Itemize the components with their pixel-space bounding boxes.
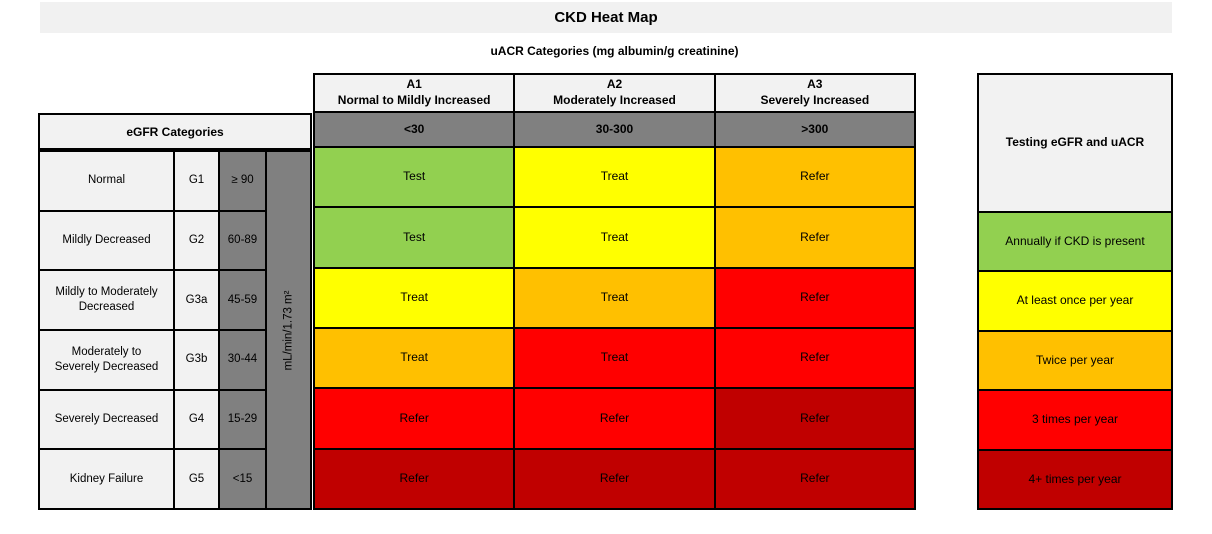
testing-frequency-row-3: Twice per year bbox=[979, 331, 1171, 390]
uacr-range-a1: <30 bbox=[315, 113, 514, 146]
uacr-col-label: Moderately Increased bbox=[553, 93, 676, 107]
egfr-row-code-g3b: G3b bbox=[175, 331, 218, 389]
egfr-row-range-g3a: 45-59 bbox=[220, 271, 265, 329]
egfr-row-label-g4: Severely Decreased bbox=[40, 390, 173, 449]
uacr-range-a2: 30-300 bbox=[515, 113, 714, 146]
grid-cell-g3b-a3: Refer bbox=[715, 328, 914, 388]
egfr-row-range-g3b: 30-44 bbox=[220, 331, 265, 389]
grid-cell-g1-a3: Refer bbox=[715, 148, 914, 207]
page-title: CKD Heat Map bbox=[554, 9, 658, 26]
grid-cell-g3a-a2: Treat bbox=[515, 268, 714, 327]
grid-cell-g3a-a3: Refer bbox=[715, 268, 914, 327]
grid-cell-g2-a2: Treat bbox=[515, 208, 714, 267]
egfr-row-code-g2: G2 bbox=[175, 211, 218, 270]
grid-cell-g5-a2: Refer bbox=[515, 449, 714, 508]
egfr-row-range-g4: 15-29 bbox=[220, 390, 265, 449]
uacr-col-code: A2 bbox=[606, 77, 623, 92]
uacr-axis-title: uACR Categories (mg albumin/g creatinine… bbox=[490, 44, 739, 58]
grid-cell-g4-a2: Refer bbox=[515, 389, 714, 448]
uacr-col-code: A1 bbox=[406, 77, 422, 92]
grid-cell-g3b-a2: Treat bbox=[515, 328, 714, 388]
grid-cell-g5-a1: Refer bbox=[315, 449, 514, 508]
egfr-row-label-g1: Normal bbox=[40, 152, 173, 210]
uacr-col-label: Severely Increased bbox=[760, 93, 870, 107]
egfr-row-range-g2: 60-89 bbox=[220, 211, 265, 270]
testing-frequency-row-1: Annually if CKD is present bbox=[979, 213, 1171, 271]
grid-cell-g5-a3: Refer bbox=[715, 449, 914, 508]
egfr-row-code-g1: G1 bbox=[175, 152, 218, 210]
egfr-row-label-g2: Mildly Decreased bbox=[40, 211, 173, 270]
egfr-rows-table: mL/min/1.73 m² Normal G1 ≥ 90 Mildly Decreas… bbox=[38, 150, 312, 510]
page-title-bar: CKD Heat Map bbox=[40, 2, 1172, 33]
egfr-row-code-g3a: G3a bbox=[175, 271, 218, 329]
egfr-unit-cell: mL/min/1.73 m² bbox=[267, 152, 310, 508]
main-grid: A1 Normal to Mildly Increased A2 Moderately… bbox=[313, 73, 916, 510]
egfr-row-range-g1: ≥ 90 bbox=[220, 152, 265, 210]
grid-cell-g3b-a1: Treat bbox=[315, 328, 514, 388]
egfr-unit-label: mL/min/1.73 m² bbox=[282, 290, 295, 370]
testing-frequency-panel: Testing eGFR and uACR Annually if CKD is… bbox=[977, 73, 1173, 510]
grid-cell-g2-a3: Refer bbox=[715, 208, 914, 267]
grid-cell-g1-a1: Test bbox=[315, 148, 514, 207]
egfr-row-label-g3b: Moderately to Severely Decreased bbox=[40, 331, 173, 389]
grid-cell-g4-a1: Refer bbox=[315, 389, 514, 448]
uacr-col-header-a1: A1 Normal to Mildly Increased bbox=[315, 75, 514, 111]
grid-cell-g1-a2: Treat bbox=[515, 148, 714, 207]
egfr-row-label-g5: Kidney Failure bbox=[40, 450, 173, 508]
uacr-col-header-a3: A3 Severely Increased bbox=[715, 75, 914, 111]
egfr-row-range-g5: <15 bbox=[220, 450, 265, 508]
egfr-row-code-g4: G4 bbox=[175, 390, 218, 449]
testing-frequency-row-4: 3 times per year bbox=[979, 391, 1171, 449]
grid-cell-g4-a3: Refer bbox=[715, 389, 914, 448]
uacr-col-code: A3 bbox=[807, 77, 823, 92]
egfr-row-code-g5: G5 bbox=[175, 450, 218, 508]
uacr-range-a3: >300 bbox=[715, 113, 914, 146]
grid-cell-g2-a1: Test bbox=[315, 208, 514, 267]
testing-frequency-row-5: 4+ times per year bbox=[979, 450, 1171, 508]
testing-frequency-header: Testing eGFR and uACR bbox=[979, 75, 1171, 211]
grid-cell-g3a-a1: Treat bbox=[315, 268, 514, 327]
testing-frequency-row-2: At least once per year bbox=[979, 272, 1171, 330]
uacr-col-header-a2: A2 Moderately Increased bbox=[515, 75, 714, 111]
egfr-row-label-g3a: Mildly to Moderately Decreased bbox=[40, 271, 173, 329]
egfr-categories-header: eGFR Categories bbox=[38, 113, 312, 150]
uacr-col-label: Normal to Mildly Increased bbox=[337, 93, 491, 107]
